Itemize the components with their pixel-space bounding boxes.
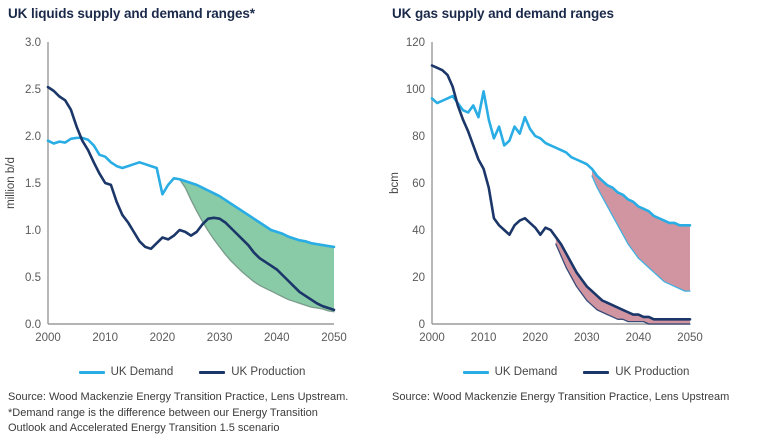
- panel-liquids: UK liquids supply and demand ranges* 0.0…: [0, 6, 384, 437]
- y-axis-tick-label: 120: [406, 37, 425, 49]
- series-line-uk-production: [430, 64, 692, 321]
- band-lower-edge: [591, 175, 691, 292]
- source-line: Outlook and Accelerated Energy Transitio…: [8, 422, 280, 434]
- panel-gas: UK gas supply and demand ranges 0 20 40 60 8…: [384, 0, 768, 442]
- liquids-plot-svg: 0.0 0.5 1.0 1.5 2.0 2.5 3.0 2000 2010 2020 2030 204…: [5, 37, 347, 344]
- legend-item-production[interactable]: UK Production: [199, 366, 305, 378]
- y-axis-tick-label: 1.0: [25, 225, 41, 237]
- legend-swatch-demand-icon: [78, 370, 105, 374]
- x-axis-tick-label: 2000: [419, 332, 445, 344]
- legend-item-demand[interactable]: UK Demand: [462, 366, 558, 378]
- x-axis-tick-label: 2030: [574, 332, 600, 344]
- band-lower-edge: [178, 178, 335, 313]
- y-axis-tick-label: 0: [419, 319, 425, 331]
- chart-gas: 0 20 40 60 80 100 120 2000 2010 2020 2030 2040 2050 b…: [384, 28, 768, 344]
- series-line-uk-demand: [430, 90, 692, 227]
- page-title-gas: UK gas supply and demand ranges: [392, 6, 614, 21]
- y-axis-tick-label: 3.0: [25, 37, 41, 49]
- chart-liquids: 0.0 0.5 1.0 1.5 2.0 2.5 3.0 2000 2010 2020 2030 204…: [0, 28, 384, 344]
- source-note-gas: Source: Wood Mackenzie Energy Transition…: [392, 390, 764, 406]
- y-axis-tick-label: 60: [412, 178, 425, 190]
- x-axis-tick-label: 2020: [522, 332, 548, 344]
- x-axis-tick-label: 2050: [321, 332, 347, 344]
- page-title-liquids: UK liquids supply and demand ranges*: [8, 6, 255, 21]
- y-axis-tick-label: 100: [406, 84, 425, 96]
- legend-label-demand: UK Demand: [494, 366, 558, 378]
- y-axis-tick-label: 20: [412, 272, 425, 284]
- x-axis-tick-label: 2010: [471, 332, 497, 344]
- y-axis-tick-label: 0.0: [25, 319, 41, 331]
- legend-gas: UK Demand UK Production: [384, 362, 768, 382]
- legend-swatch-production-icon: [199, 370, 226, 374]
- y-axis-title: bcm: [389, 172, 401, 194]
- legend-label-production: UK Production: [615, 366, 690, 378]
- y-axis-tick-label: 40: [412, 225, 425, 237]
- legend-item-demand[interactable]: UK Demand: [78, 366, 174, 378]
- y-axis-tick-label: 80: [412, 131, 425, 143]
- x-axis-tick-label: 2030: [207, 332, 233, 344]
- y-axis-tick-label: 0.5: [25, 272, 41, 284]
- chart-band: [179, 179, 334, 312]
- legend-liquids: UK Demand UK Production: [0, 362, 384, 382]
- y-axis-tick-label: 1.5: [25, 178, 41, 190]
- legend-item-production[interactable]: UK Production: [583, 366, 689, 378]
- x-axis-tick-label: 2010: [92, 332, 118, 344]
- source-line: *Demand range is the difference between …: [8, 406, 318, 419]
- x-axis-tick-label: 2040: [264, 332, 290, 344]
- x-axis-tick-label: 2020: [150, 332, 176, 344]
- series-line-uk-demand: [46, 136, 336, 249]
- x-axis-tick-label: 2000: [35, 332, 61, 344]
- source-line: Source: Wood Mackenzie Energy Transition…: [392, 391, 730, 403]
- x-axis-tick-label: 2040: [626, 332, 652, 344]
- series-line-uk-production: [46, 85, 336, 312]
- legend-swatch-production-icon: [583, 370, 610, 374]
- y-axis-title: million b/d: [5, 157, 17, 209]
- source-note-liquids: Source: Wood Mackenzie Energy Transition…: [8, 390, 380, 437]
- source-line: Source: Wood Mackenzie Energy Transition…: [8, 391, 349, 403]
- legend-label-demand: UK Demand: [110, 366, 174, 378]
- x-axis-tick-label: 2050: [677, 332, 703, 344]
- band-lower-edge: [555, 243, 691, 325]
- legend-label-production: UK Production: [231, 366, 306, 378]
- chart-band: [591, 168, 690, 292]
- y-axis-tick-label: 2.0: [25, 131, 41, 143]
- y-axis-tick-label: 2.5: [25, 84, 41, 96]
- legend-swatch-demand-icon: [462, 370, 489, 374]
